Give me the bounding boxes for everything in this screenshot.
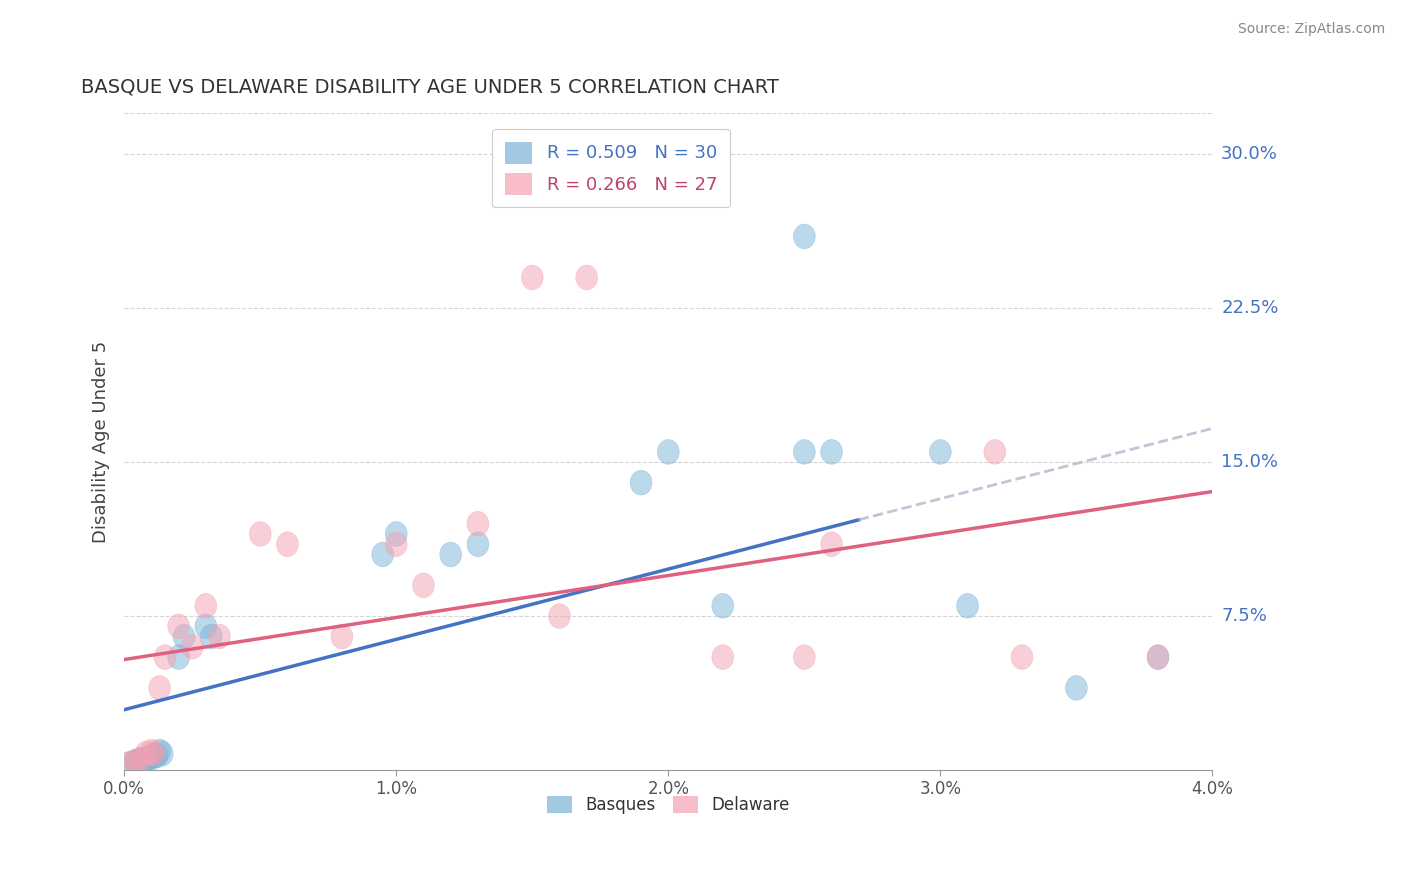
Text: BASQUE VS DELAWARE DISABILITY AGE UNDER 5 CORRELATION CHART: BASQUE VS DELAWARE DISABILITY AGE UNDER … xyxy=(80,78,779,96)
Ellipse shape xyxy=(124,749,146,774)
Ellipse shape xyxy=(249,522,271,546)
Ellipse shape xyxy=(129,747,152,772)
Ellipse shape xyxy=(793,224,815,249)
Ellipse shape xyxy=(277,532,298,557)
Ellipse shape xyxy=(1147,645,1168,669)
Ellipse shape xyxy=(138,746,160,770)
Ellipse shape xyxy=(146,743,167,768)
Ellipse shape xyxy=(155,645,176,669)
Ellipse shape xyxy=(129,747,152,772)
Ellipse shape xyxy=(929,440,952,464)
Ellipse shape xyxy=(141,746,162,770)
Ellipse shape xyxy=(167,614,190,639)
Ellipse shape xyxy=(152,741,173,766)
Ellipse shape xyxy=(371,542,394,566)
Ellipse shape xyxy=(467,511,489,536)
Ellipse shape xyxy=(141,739,162,764)
Ellipse shape xyxy=(201,624,222,648)
Ellipse shape xyxy=(576,265,598,290)
Ellipse shape xyxy=(956,593,979,618)
Legend: Basques, Delaware: Basques, Delaware xyxy=(541,789,796,821)
Ellipse shape xyxy=(132,749,155,774)
Ellipse shape xyxy=(118,752,141,776)
Ellipse shape xyxy=(467,532,489,557)
Ellipse shape xyxy=(1066,675,1087,700)
Ellipse shape xyxy=(127,749,149,774)
Ellipse shape xyxy=(385,532,408,557)
Ellipse shape xyxy=(330,624,353,648)
Ellipse shape xyxy=(793,645,815,669)
Ellipse shape xyxy=(143,741,165,766)
Ellipse shape xyxy=(522,265,543,290)
Ellipse shape xyxy=(658,440,679,464)
Y-axis label: Disability Age Under 5: Disability Age Under 5 xyxy=(93,341,110,542)
Text: 30.0%: 30.0% xyxy=(1222,145,1278,163)
Ellipse shape xyxy=(793,440,815,464)
Ellipse shape xyxy=(630,470,652,495)
Text: Source: ZipAtlas.com: Source: ZipAtlas.com xyxy=(1237,22,1385,37)
Ellipse shape xyxy=(173,624,195,648)
Ellipse shape xyxy=(167,645,190,669)
Ellipse shape xyxy=(711,593,734,618)
Ellipse shape xyxy=(135,747,157,772)
Ellipse shape xyxy=(548,604,571,628)
Ellipse shape xyxy=(124,749,146,774)
Ellipse shape xyxy=(135,741,157,766)
Text: 7.5%: 7.5% xyxy=(1222,607,1267,625)
Ellipse shape xyxy=(118,752,141,776)
Ellipse shape xyxy=(181,634,202,659)
Ellipse shape xyxy=(195,593,217,618)
Ellipse shape xyxy=(208,624,231,648)
Ellipse shape xyxy=(149,675,170,700)
Ellipse shape xyxy=(440,542,461,566)
Ellipse shape xyxy=(821,440,842,464)
Ellipse shape xyxy=(412,573,434,598)
Ellipse shape xyxy=(711,645,734,669)
Ellipse shape xyxy=(143,743,165,768)
Ellipse shape xyxy=(385,522,408,546)
Ellipse shape xyxy=(821,532,842,557)
Ellipse shape xyxy=(149,739,170,764)
Ellipse shape xyxy=(984,440,1005,464)
Text: 22.5%: 22.5% xyxy=(1222,299,1278,318)
Ellipse shape xyxy=(1011,645,1033,669)
Ellipse shape xyxy=(195,614,217,639)
Text: 15.0%: 15.0% xyxy=(1222,453,1278,471)
Ellipse shape xyxy=(1147,645,1168,669)
